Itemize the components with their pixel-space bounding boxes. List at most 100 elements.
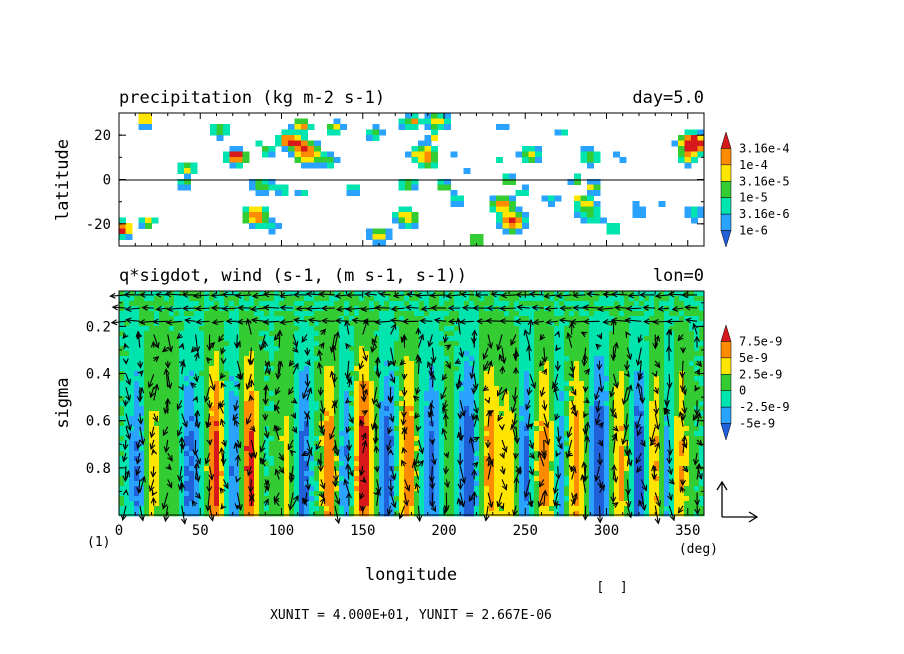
wind-arrow: [317, 458, 323, 467]
wind-arrow: [627, 292, 642, 299]
wind-arrow: [291, 426, 298, 434]
wind-arrow: [163, 439, 170, 454]
bottom-panel-frame: [118, 290, 705, 516]
wind-arrow: [621, 426, 628, 446]
y-tick-label: 0.8: [86, 461, 111, 477]
wind-arrow: [526, 345, 532, 361]
colorbar-segment: [720, 357, 732, 375]
top-panel-frame: [118, 112, 705, 247]
wind-arrow: [360, 306, 377, 313]
wind-arrow: [555, 344, 562, 352]
wind-arrow: [293, 317, 308, 324]
wind-arrow: [178, 384, 184, 391]
wind-arrow: [318, 492, 325, 500]
wind-arrow: [345, 306, 363, 313]
wind-arrow: [210, 292, 224, 299]
wind-arrow: [233, 400, 240, 412]
wind-arrow: [345, 491, 352, 506]
wind-arrow: [694, 492, 701, 507]
wind-arrow: [529, 373, 537, 390]
wind-arrow: [246, 413, 252, 425]
bottom-panel-y-label: sigma: [53, 377, 73, 428]
wind-arrow: [390, 323, 397, 335]
colorbar-segment: [720, 213, 732, 231]
wind-arrow: [681, 387, 687, 396]
wind-arrow: [639, 439, 646, 448]
wind-arrow: [362, 347, 369, 362]
wind-arrow: [681, 400, 688, 415]
wind-arrow: [138, 386, 145, 401]
wind-arrow: [288, 386, 294, 396]
wind-arrow: [444, 344, 452, 351]
wind-arrow: [457, 479, 464, 491]
wind-arrow: [664, 408, 671, 427]
wind-arrow: [123, 291, 140, 298]
wind-arrow: [640, 479, 648, 492]
wind-arrow: [361, 410, 369, 416]
wind-arrow: [486, 305, 503, 312]
wind-arrow: [122, 400, 129, 407]
wind-arrow: [583, 397, 590, 404]
colorbar-segment: [720, 131, 732, 149]
wind-arrow: [371, 337, 378, 348]
wind-arrow: [440, 386, 447, 400]
wind-arrow: [569, 318, 586, 325]
wind-arrow: [292, 494, 299, 507]
wind-arrow: [583, 368, 591, 375]
wind-arrow: [247, 479, 254, 493]
wind-arrow: [234, 503, 241, 510]
wind-arrow: [526, 387, 533, 396]
wind-arrow: [166, 305, 182, 312]
wind-arrow: [389, 373, 396, 384]
wind-arrow: [279, 292, 294, 299]
wind-arrow: [388, 413, 395, 423]
wind-arrow: [295, 305, 308, 312]
wind-arrow: [317, 387, 324, 397]
wind-arrow: [305, 291, 322, 298]
wind-arrow: [248, 378, 255, 388]
reference-vector: [716, 480, 759, 523]
colorbar-segment: [720, 181, 732, 198]
y-tick-label: 0.4: [86, 367, 111, 383]
wind-arrow: [582, 505, 589, 521]
wind-arrow: [571, 492, 578, 506]
colorbar-segment: [720, 324, 732, 342]
wind-arrow: [273, 498, 280, 507]
wind-arrow: [532, 319, 544, 325]
wind-arrow: [137, 370, 144, 377]
wind-arrow: [135, 452, 142, 465]
wind-arrow: [135, 330, 142, 348]
wind-arrow: [345, 426, 352, 434]
wind-arrow: [541, 489, 548, 506]
wind-arrow: [487, 334, 494, 350]
wind-arrow: [654, 413, 661, 431]
colorbar-label: 1e-6: [739, 224, 768, 238]
wind-arrow: [543, 292, 558, 299]
wind-arrow: [176, 332, 183, 340]
wind-arrow: [279, 319, 294, 326]
wind-arrow: [485, 409, 492, 427]
wind-arrow: [346, 439, 353, 452]
wind-arrow: [426, 360, 433, 375]
wind-arrow: [220, 347, 226, 355]
wind-arrow: [681, 292, 698, 299]
wind-arrow: [206, 439, 213, 446]
wind-arrow: [514, 318, 530, 325]
wind-arrow: [456, 378, 463, 388]
wind-arrow: [596, 360, 603, 371]
wind-arrow: [150, 466, 157, 478]
wind-arrow: [359, 419, 365, 427]
wind-arrow: [694, 505, 701, 516]
wind-arrow: [416, 356, 422, 375]
wind-arrow: [375, 488, 382, 506]
wind-arrow: [149, 426, 156, 439]
wind-arrow: [334, 505, 341, 525]
wind-arrow: [360, 387, 367, 403]
wind-arrow: [264, 479, 270, 493]
wind-arrow: [315, 439, 322, 451]
wind-arrow: [332, 479, 339, 488]
wind-arrow: [179, 482, 186, 493]
wind-arrow: [566, 331, 573, 348]
wind-arrow: [279, 304, 294, 311]
wind-arrow: [390, 305, 405, 312]
